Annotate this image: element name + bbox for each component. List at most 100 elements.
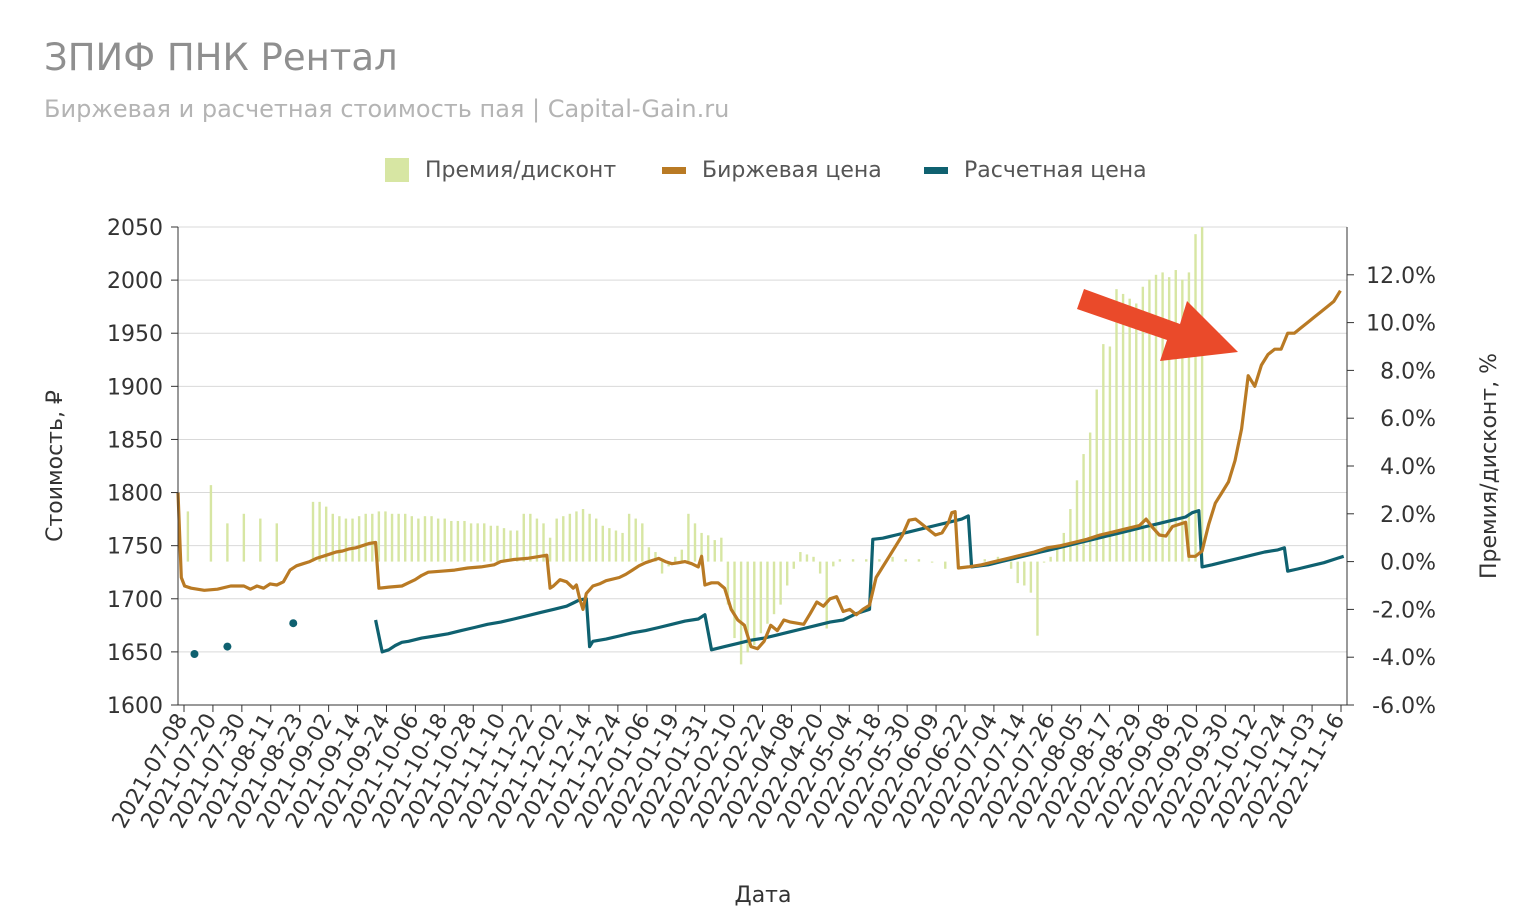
premium-bar [608,528,611,562]
grid-lines [178,226,1347,706]
premium-bar [588,513,591,562]
premium-bar [917,559,921,562]
premium-bar [548,537,552,562]
nav-price-line [374,509,1345,654]
premium-bar [1069,509,1072,562]
premium-bar [660,561,664,574]
premium-bar [799,552,802,562]
premium-bar [904,559,907,562]
premium-bar [779,561,782,605]
premium-bar [364,513,367,562]
premium-bar [944,561,947,569]
premium-bar [186,511,190,562]
premium-bar [785,561,789,586]
premium-bar [1049,556,1052,562]
premium-bar [502,528,506,562]
premium-bar [1088,432,1092,562]
premium-bar [483,523,486,562]
legend-swatch-nav [924,166,948,174]
premium-bar [595,518,598,562]
premium-bar [331,513,334,562]
premium-bar [443,518,446,562]
premium-bars [186,227,1204,665]
legend-swatch-market [662,166,686,174]
premium-bar [766,561,769,624]
y-axis-left: 1600 1650 1700 1750 1800 1850 1900 1950 2000 2050 [107,216,178,719]
premium-bar [275,523,278,562]
premium-bar [581,509,585,562]
x-axis-title: Дата [735,883,792,908]
y2-tick-label: 4.0% [1380,455,1436,480]
premium-bar [1075,480,1079,562]
chart-subtitle: Биржевая и расчетная стоимость пая | Cap… [44,95,730,123]
premium-bar [1009,561,1013,569]
premium-bar [535,518,539,562]
premium-bar [1042,561,1046,563]
premium-bar [463,520,466,562]
legend-item-premium[interactable]: Премия/дисконт [385,152,616,188]
premium-bar [700,532,703,562]
nav-price-point [190,650,199,659]
premium-bar [209,485,213,562]
premium-bar [390,513,394,562]
premium-bar [562,516,565,562]
premium-bar [930,561,934,563]
y-tick-label: 2050 [107,216,163,241]
premium-bar [515,530,519,562]
premium-bar [1161,272,1164,562]
premium-bar [351,518,354,562]
y-tick-label: 1750 [107,535,163,560]
premium-bar [1115,289,1118,562]
premium-bar [436,518,440,562]
y-axis-title: Стоимость, ₽ [43,390,68,542]
y2-tick-label: -4.0% [1372,646,1436,671]
premium-bar [404,513,407,562]
premium-bar [377,511,381,562]
y-tick-label: 1800 [107,482,163,507]
premium-bar [865,559,868,562]
legend-swatch-premium [385,158,409,182]
premium-bar [417,518,420,562]
nav-price-point [223,642,232,651]
y-tick-label: 1650 [107,641,163,666]
premium-bar [733,561,736,639]
legend-item-market[interactable]: Биржевая цена [662,152,882,188]
premium-bar [647,547,651,562]
premium-bar [1187,272,1191,562]
premium-bar [242,513,246,562]
premium-bar [805,554,809,562]
premium-bar [654,552,657,562]
premium-bar [1082,454,1085,562]
premium-bar [1108,346,1112,562]
premium-bar [627,513,631,562]
premium-bar [687,513,690,562]
y-tick-label: 1900 [107,375,163,400]
premium-bar [838,559,842,562]
y2-tick-label: 0.0% [1380,551,1436,576]
premium-bar [713,540,716,562]
premium-bar [1056,547,1059,562]
premium-bar [324,506,328,562]
premium-bar [1174,270,1177,562]
premium-bar [1016,561,1019,584]
premium-bar [318,501,321,562]
premium-bar [832,561,835,567]
market-price-line [176,289,1342,651]
premium-bar [1167,277,1171,562]
y-tick-label: 1950 [107,322,163,347]
premium-bar [1154,274,1158,562]
premium-bar [891,556,894,562]
y2-tick-label: -2.0% [1372,598,1436,623]
premium-bar [522,513,525,562]
y-tick-label: 1600 [107,694,163,719]
premium-bar [753,561,756,646]
premium-bar [601,525,604,562]
premium-bar [311,501,315,562]
arrow-shape [1077,289,1238,361]
premium-bar [878,559,881,562]
premium-bar [489,525,493,562]
legend-item-nav[interactable]: Расчетная цена [924,152,1147,188]
premium-bar [1023,561,1026,586]
premium-bar [1135,303,1138,562]
x-axis: 2021-07-082021-07-202021-07-302021-08-11… [108,705,1350,833]
